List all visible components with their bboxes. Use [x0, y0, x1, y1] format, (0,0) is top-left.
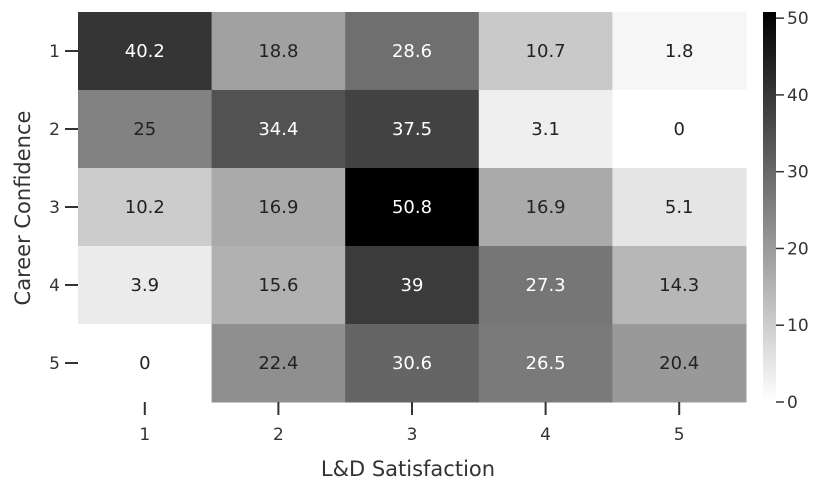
- y-tick-label: 4: [49, 276, 60, 296]
- cell-value-label: 0: [139, 353, 150, 374]
- colorbar: [763, 12, 776, 402]
- heatmap-cell: [211, 324, 346, 403]
- heatmap-cell: [345, 246, 480, 325]
- cell-value-label: 15.6: [258, 275, 298, 296]
- heatmap-cell: [211, 12, 346, 91]
- heatmap-cell: [612, 90, 747, 169]
- x-tick-label: 2: [273, 425, 284, 445]
- y-tick-label: 5: [49, 354, 60, 374]
- heatmap-cell: [345, 90, 480, 169]
- x-axis-ticks: 1 2 3 4 5: [139, 402, 685, 445]
- cell-value-label: 14.3: [659, 275, 699, 296]
- cell-value-label: 37.5: [392, 119, 432, 140]
- colorbar-tick-label: 40: [787, 86, 809, 106]
- heatmap-cell: [478, 12, 613, 91]
- heatmap-cell: [78, 324, 213, 403]
- cell-value-label: 18.8: [258, 41, 298, 62]
- cell-value-label: 40.2: [125, 41, 165, 62]
- cell-value-label: 1.8: [665, 41, 694, 62]
- cell-value-label: 25: [133, 119, 156, 140]
- heatmap-cell: [78, 168, 213, 247]
- cell-value-label: 26.5: [526, 353, 566, 374]
- cell-value-label: 27.3: [526, 275, 566, 296]
- x-tick-label: 1: [139, 425, 150, 445]
- cell-value-label: 10.7: [526, 41, 566, 62]
- heatmap-cell: [345, 168, 480, 247]
- heatmap-cell: [78, 246, 213, 325]
- heatmap-cell: [345, 12, 480, 91]
- cell-value-label: 20.4: [659, 353, 699, 374]
- x-tick-label: 4: [540, 425, 551, 445]
- colorbar-tick-label: 10: [787, 316, 809, 336]
- cell-value-label: 50.8: [392, 197, 432, 218]
- colorbar-tick-label: 30: [787, 163, 809, 183]
- heatmap-cell: [478, 90, 613, 169]
- cell-value-label: 34.4: [258, 119, 298, 140]
- cell-value-label: 16.9: [258, 197, 298, 218]
- heatmap-cell: [478, 246, 613, 325]
- cell-value-label: 22.4: [258, 353, 298, 374]
- colorbar-ticks: 0 10 20 30 40 50: [776, 9, 809, 413]
- heatmap-cell: [612, 324, 747, 403]
- x-tick-label: 3: [407, 425, 418, 445]
- cell-value-label: 3.9: [130, 275, 159, 296]
- heatmap-cell: [78, 12, 213, 91]
- y-tick-label: 2: [49, 120, 60, 140]
- cell-value-label: 16.9: [526, 197, 566, 218]
- heatmap-cell: [211, 90, 346, 169]
- heatmap-cell: [345, 324, 480, 403]
- heatmap-cell: [78, 90, 213, 169]
- y-tick-label: 3: [49, 198, 60, 218]
- x-tick-label: 5: [674, 425, 685, 445]
- heatmap-cell: [612, 246, 747, 325]
- heatmap-cells: 40.2 18.8 28.6 10.7 1.8 25 34.4 37.5 3.1 0 10.2 16.…: [78, 12, 747, 403]
- cell-value-label: 30.6: [392, 353, 432, 374]
- cell-value-label: 0: [673, 119, 684, 140]
- y-axis-title: Career Confidence: [11, 111, 35, 306]
- colorbar-tick-label: 0: [787, 393, 798, 413]
- x-axis-title: L&D Satisfaction: [321, 457, 495, 481]
- cell-value-label: 3.1: [531, 119, 560, 140]
- heatmap-cell: [211, 246, 346, 325]
- cell-value-label: 5.1: [665, 197, 694, 218]
- heatmap-cell: [612, 168, 747, 247]
- colorbar-tick-label: 20: [787, 239, 809, 259]
- cell-value-label: 28.6: [392, 41, 432, 62]
- y-axis-ticks: 1 2 3 4 5: [49, 42, 78, 374]
- cell-value-label: 10.2: [125, 197, 165, 218]
- y-tick-label: 1: [49, 42, 60, 62]
- colorbar-tick-label: 50: [787, 9, 809, 29]
- heatmap-cell: [612, 12, 747, 91]
- cell-value-label: 39: [401, 275, 424, 296]
- heatmap-cell: [211, 168, 346, 247]
- heatmap-cell: [478, 168, 613, 247]
- heatmap-cell: [478, 324, 613, 403]
